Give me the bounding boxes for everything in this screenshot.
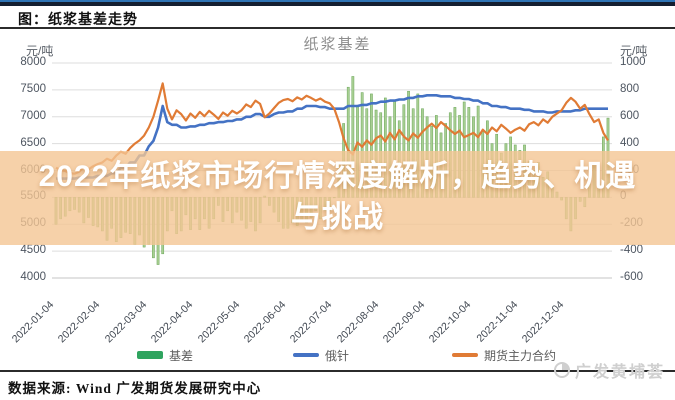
right-axis-tick: 400 [620, 136, 640, 149]
orange-line-swatch-icon [452, 353, 478, 357]
right-axis-tick: 800 [620, 82, 640, 95]
legend-item-futures: 期货主力合约 [452, 348, 557, 363]
right-axis-tick: -400 [620, 244, 644, 257]
left-axis-tick: 6500 [20, 136, 46, 149]
legend-label: 期货主力合约 [484, 348, 557, 363]
watermark: 广发黄埔荟 [553, 358, 665, 382]
right-axis-tick: 600 [620, 109, 640, 122]
legend-item-basis: 基差 [137, 348, 194, 363]
left-axis-tick: 4000 [20, 271, 46, 283]
guangfa-logo-icon [553, 362, 570, 378]
headline-line1: 2022年纸浆市场行情深度解析，趋势、机遇 [38, 160, 637, 193]
figure-title: 图：纸浆基差走势 [18, 13, 138, 28]
left-axis-tick: 8000 [20, 56, 46, 68]
left-axis-tick: 7000 [20, 109, 46, 122]
footer-divider [0, 370, 675, 372]
watermark-text: 广发黄埔荟 [574, 364, 665, 381]
right-axis-tick: 1000 [620, 56, 646, 68]
left-axis-unit: 元/吨 [26, 44, 54, 58]
right-axis-tick: -600 [620, 271, 644, 283]
legend-label: 基差 [169, 348, 194, 363]
headline-line2: 与挑战 [291, 201, 384, 234]
left-axis-tick: 7500 [20, 82, 46, 95]
headline-overlay: 2022年纸浆市场行情深度解析，趋势、机遇 与挑战 [0, 151, 675, 245]
basis-bar-swatch-icon [137, 351, 163, 359]
left-axis-tick: 4500 [20, 244, 46, 257]
top-accent-line [0, 0, 675, 2]
legend-label: 俄针 [325, 348, 350, 363]
title-divider [0, 27, 675, 29]
top-border-line [0, 2, 675, 6]
data-source-note: 数据来源: Wind 广发期货发展研究中心 [8, 381, 262, 396]
right-axis-unit: 元/吨 [620, 44, 648, 58]
chart-title: 纸浆基差 [303, 36, 372, 53]
blue-line-swatch-icon [293, 353, 319, 357]
legend-item-russian-softwood: 俄针 [293, 348, 350, 363]
